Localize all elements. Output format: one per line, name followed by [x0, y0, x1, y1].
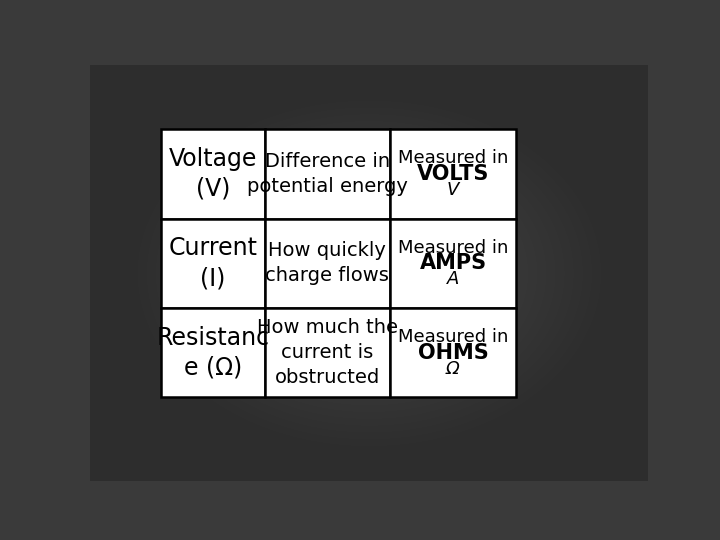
Bar: [265, 129, 390, 219]
Bar: [161, 129, 265, 219]
Bar: [390, 129, 516, 219]
Text: Resistanc
e (Ω): Resistanc e (Ω): [156, 326, 269, 380]
Text: AMPS: AMPS: [420, 253, 487, 273]
Text: Measured in: Measured in: [397, 239, 508, 256]
Text: VOLTS: VOLTS: [417, 164, 489, 184]
Text: Measured in: Measured in: [397, 149, 508, 167]
Bar: [390, 308, 516, 397]
Text: OHMS: OHMS: [418, 343, 488, 363]
Text: Ω: Ω: [446, 360, 460, 377]
Bar: [265, 219, 390, 308]
Bar: [265, 308, 390, 397]
Text: Difference in
potential energy: Difference in potential energy: [247, 152, 408, 196]
Bar: [390, 219, 516, 308]
Text: How quickly
charge flows: How quickly charge flows: [266, 241, 390, 285]
Bar: [161, 219, 265, 308]
Text: How much the
current is
obstructed: How much the current is obstructed: [257, 318, 398, 387]
Text: V: V: [447, 181, 459, 199]
Text: Voltage
(V): Voltage (V): [169, 147, 257, 201]
Bar: [161, 308, 265, 397]
Text: Measured in: Measured in: [397, 328, 508, 346]
Text: Current
(I): Current (I): [168, 237, 258, 290]
Text: A: A: [447, 270, 459, 288]
